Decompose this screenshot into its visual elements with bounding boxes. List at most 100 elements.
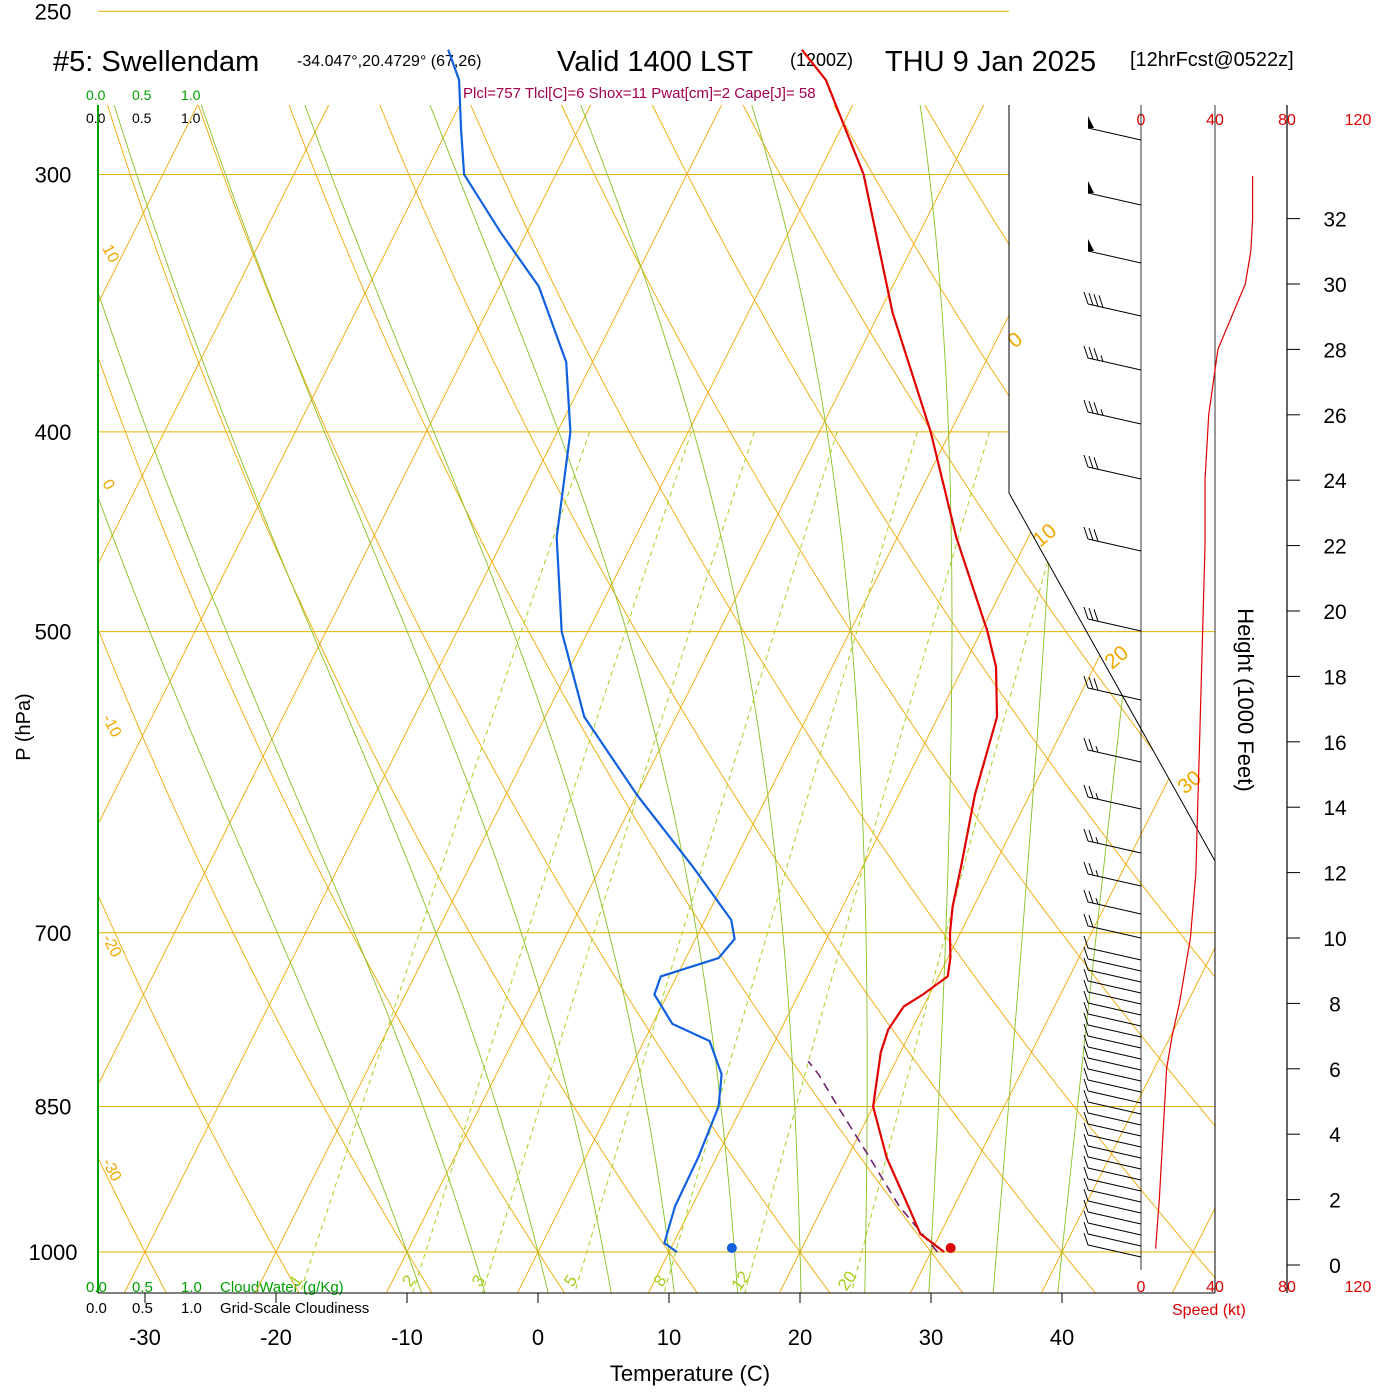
height-tick-label: 16: [1323, 732, 1346, 755]
height-tick-label: 32: [1323, 209, 1346, 232]
cloudwater-top-tick: 1.0: [181, 87, 201, 103]
wind-barb-flag: [1083, 828, 1089, 842]
pressure-tick-label: 300: [35, 162, 72, 187]
speed-bottom-tick-label: 0: [1137, 1279, 1146, 1296]
isotherm-line: [363, 105, 1050, 1293]
dewpoint-profile-line: [447, 49, 736, 1253]
wind-barb: [1083, 1144, 1142, 1170]
cloudwater-top-ticks: 0.0 0.5 1.0: [86, 87, 201, 103]
wind-barb-flag: [1083, 1177, 1089, 1191]
moist-adiabat-line: [98, 105, 436, 1293]
wind-barb-flag: [1083, 1078, 1089, 1092]
wind-barb-flag: [1083, 1133, 1089, 1147]
isotherm-line: [1149, 105, 1215, 1293]
wind-barb-staff: [1087, 303, 1142, 317]
wind-barb-staff: [1087, 1046, 1142, 1060]
cloudiness-legend: 0.0 0.5 1.0 Grid-Scale Cloudiness: [86, 1300, 369, 1317]
wind-barb-flag: [1088, 607, 1094, 621]
wind-barb-flag: [1083, 454, 1089, 468]
isotherm-line: [98, 105, 264, 1293]
speed-axis-label: Speed (kt): [1172, 1302, 1246, 1319]
wind-barb-flag: [1083, 1122, 1089, 1136]
wind-barb: [1083, 968, 1142, 994]
wind-barb-staff: [1087, 687, 1142, 701]
wind-barb: [1087, 116, 1142, 141]
wind-barb-staff: [1087, 1222, 1142, 1236]
wind-barb-staff: [1087, 840, 1142, 854]
moist-adiabat-line: [277, 105, 680, 1293]
isotherm-label: 10: [98, 242, 121, 266]
dry-adiabat-line: [764, 105, 1215, 1293]
cloudiness-top-tick: 0.0: [86, 110, 106, 126]
moist-adiabat-line: [989, 105, 1065, 1293]
wind-barb-flag: [1083, 1210, 1089, 1224]
wind-barb: [1083, 291, 1142, 317]
pressure-tick-label: 700: [35, 921, 72, 946]
wind-barb-staff: [1087, 1134, 1142, 1148]
wind-barb: [1083, 399, 1142, 425]
wind-barb: [1083, 1111, 1142, 1137]
wind-barb-flag: [1083, 946, 1089, 960]
wind-barb-half-flag: [1095, 870, 1099, 877]
wind-barb-flag: [1093, 457, 1099, 470]
parcel-path-line: [807, 1060, 939, 1253]
wind-barb-staff: [1087, 192, 1142, 206]
wind-barb-flag: [1083, 861, 1089, 875]
skewed-isotherms: [98, 105, 1215, 1293]
surface-dewpoint-dot: [726, 1243, 737, 1253]
wind-barb-flag: [1088, 738, 1094, 752]
dry-adiabat-line: [154, 105, 864, 1293]
wind-barb-flag: [1083, 1155, 1089, 1169]
mixing-ratio-line: [561, 431, 838, 1293]
wind-barb-staff: [1087, 538, 1142, 552]
mixing-ratio-line: [839, 431, 1085, 1293]
wind-barb-half-flag: [1100, 409, 1104, 416]
speed-top-tick-label: 120: [1345, 112, 1372, 129]
cloudiness-top-tick: 0.5: [132, 110, 152, 126]
wind-barb: [1083, 1155, 1142, 1181]
wind-barb-half-flag: [1095, 898, 1099, 905]
wind-barb-flag: [1083, 399, 1089, 413]
wind-barb: [1083, 1078, 1142, 1104]
wind-barb-flag: [1083, 1012, 1089, 1026]
wind-barb-staff: [1087, 1211, 1142, 1225]
wind-barb-staff: [1087, 250, 1142, 264]
height-tick-label: 24: [1323, 470, 1347, 493]
wind-barb-staff: [1087, 618, 1142, 632]
wind-barb: [1083, 454, 1142, 480]
wind-barb-flag: [1083, 1023, 1089, 1037]
wind-barb-flag: [1088, 346, 1094, 360]
wind-barb-staff: [1087, 1035, 1142, 1049]
wind-barb-flag: [1083, 913, 1089, 927]
height-tick-label: 18: [1323, 666, 1346, 689]
pressure-tick-label: 500: [35, 620, 72, 645]
moist-adiabat-line: [400, 105, 741, 1293]
wind-barb-staff: [1087, 1013, 1142, 1027]
height-tick-label: 0: [1329, 1255, 1341, 1278]
wind-barb-half-flag: [1095, 746, 1099, 753]
height-tick-label: 12: [1323, 863, 1346, 886]
wind-barb-staff: [1087, 901, 1142, 915]
wind-barb-flag: [1083, 1067, 1089, 1081]
wind-barb: [1083, 861, 1142, 887]
wind-barb-flag: [1083, 1188, 1089, 1202]
height-tick-label: 26: [1323, 405, 1346, 428]
wind-barb-staff: [1087, 466, 1142, 480]
wind-barb: [1083, 1199, 1142, 1225]
wind-barb: [1083, 935, 1142, 961]
wind-barb-staff: [1087, 1057, 1142, 1071]
isotherm-line: [625, 105, 1215, 1293]
moist-adiabat-line: [1053, 105, 1191, 1293]
dry-adiabat-line: [98, 105, 326, 1293]
wind-barb-staff: [1087, 1002, 1142, 1016]
wind-barb-flag: [1083, 1221, 1089, 1235]
dry-adiabat-label: 30: [1173, 766, 1206, 799]
wind-barb: [1087, 239, 1142, 264]
isotherm-line: [1018, 105, 1215, 1293]
wind-barb-flag: [1083, 1232, 1089, 1246]
moist-adiabat-line: [98, 105, 498, 1293]
height-tick-label: 10: [1323, 928, 1346, 951]
height-tick-label: 28: [1323, 339, 1346, 362]
dry-adiabat-line: [98, 105, 191, 1293]
height-tick-label: 2: [1329, 1190, 1341, 1213]
